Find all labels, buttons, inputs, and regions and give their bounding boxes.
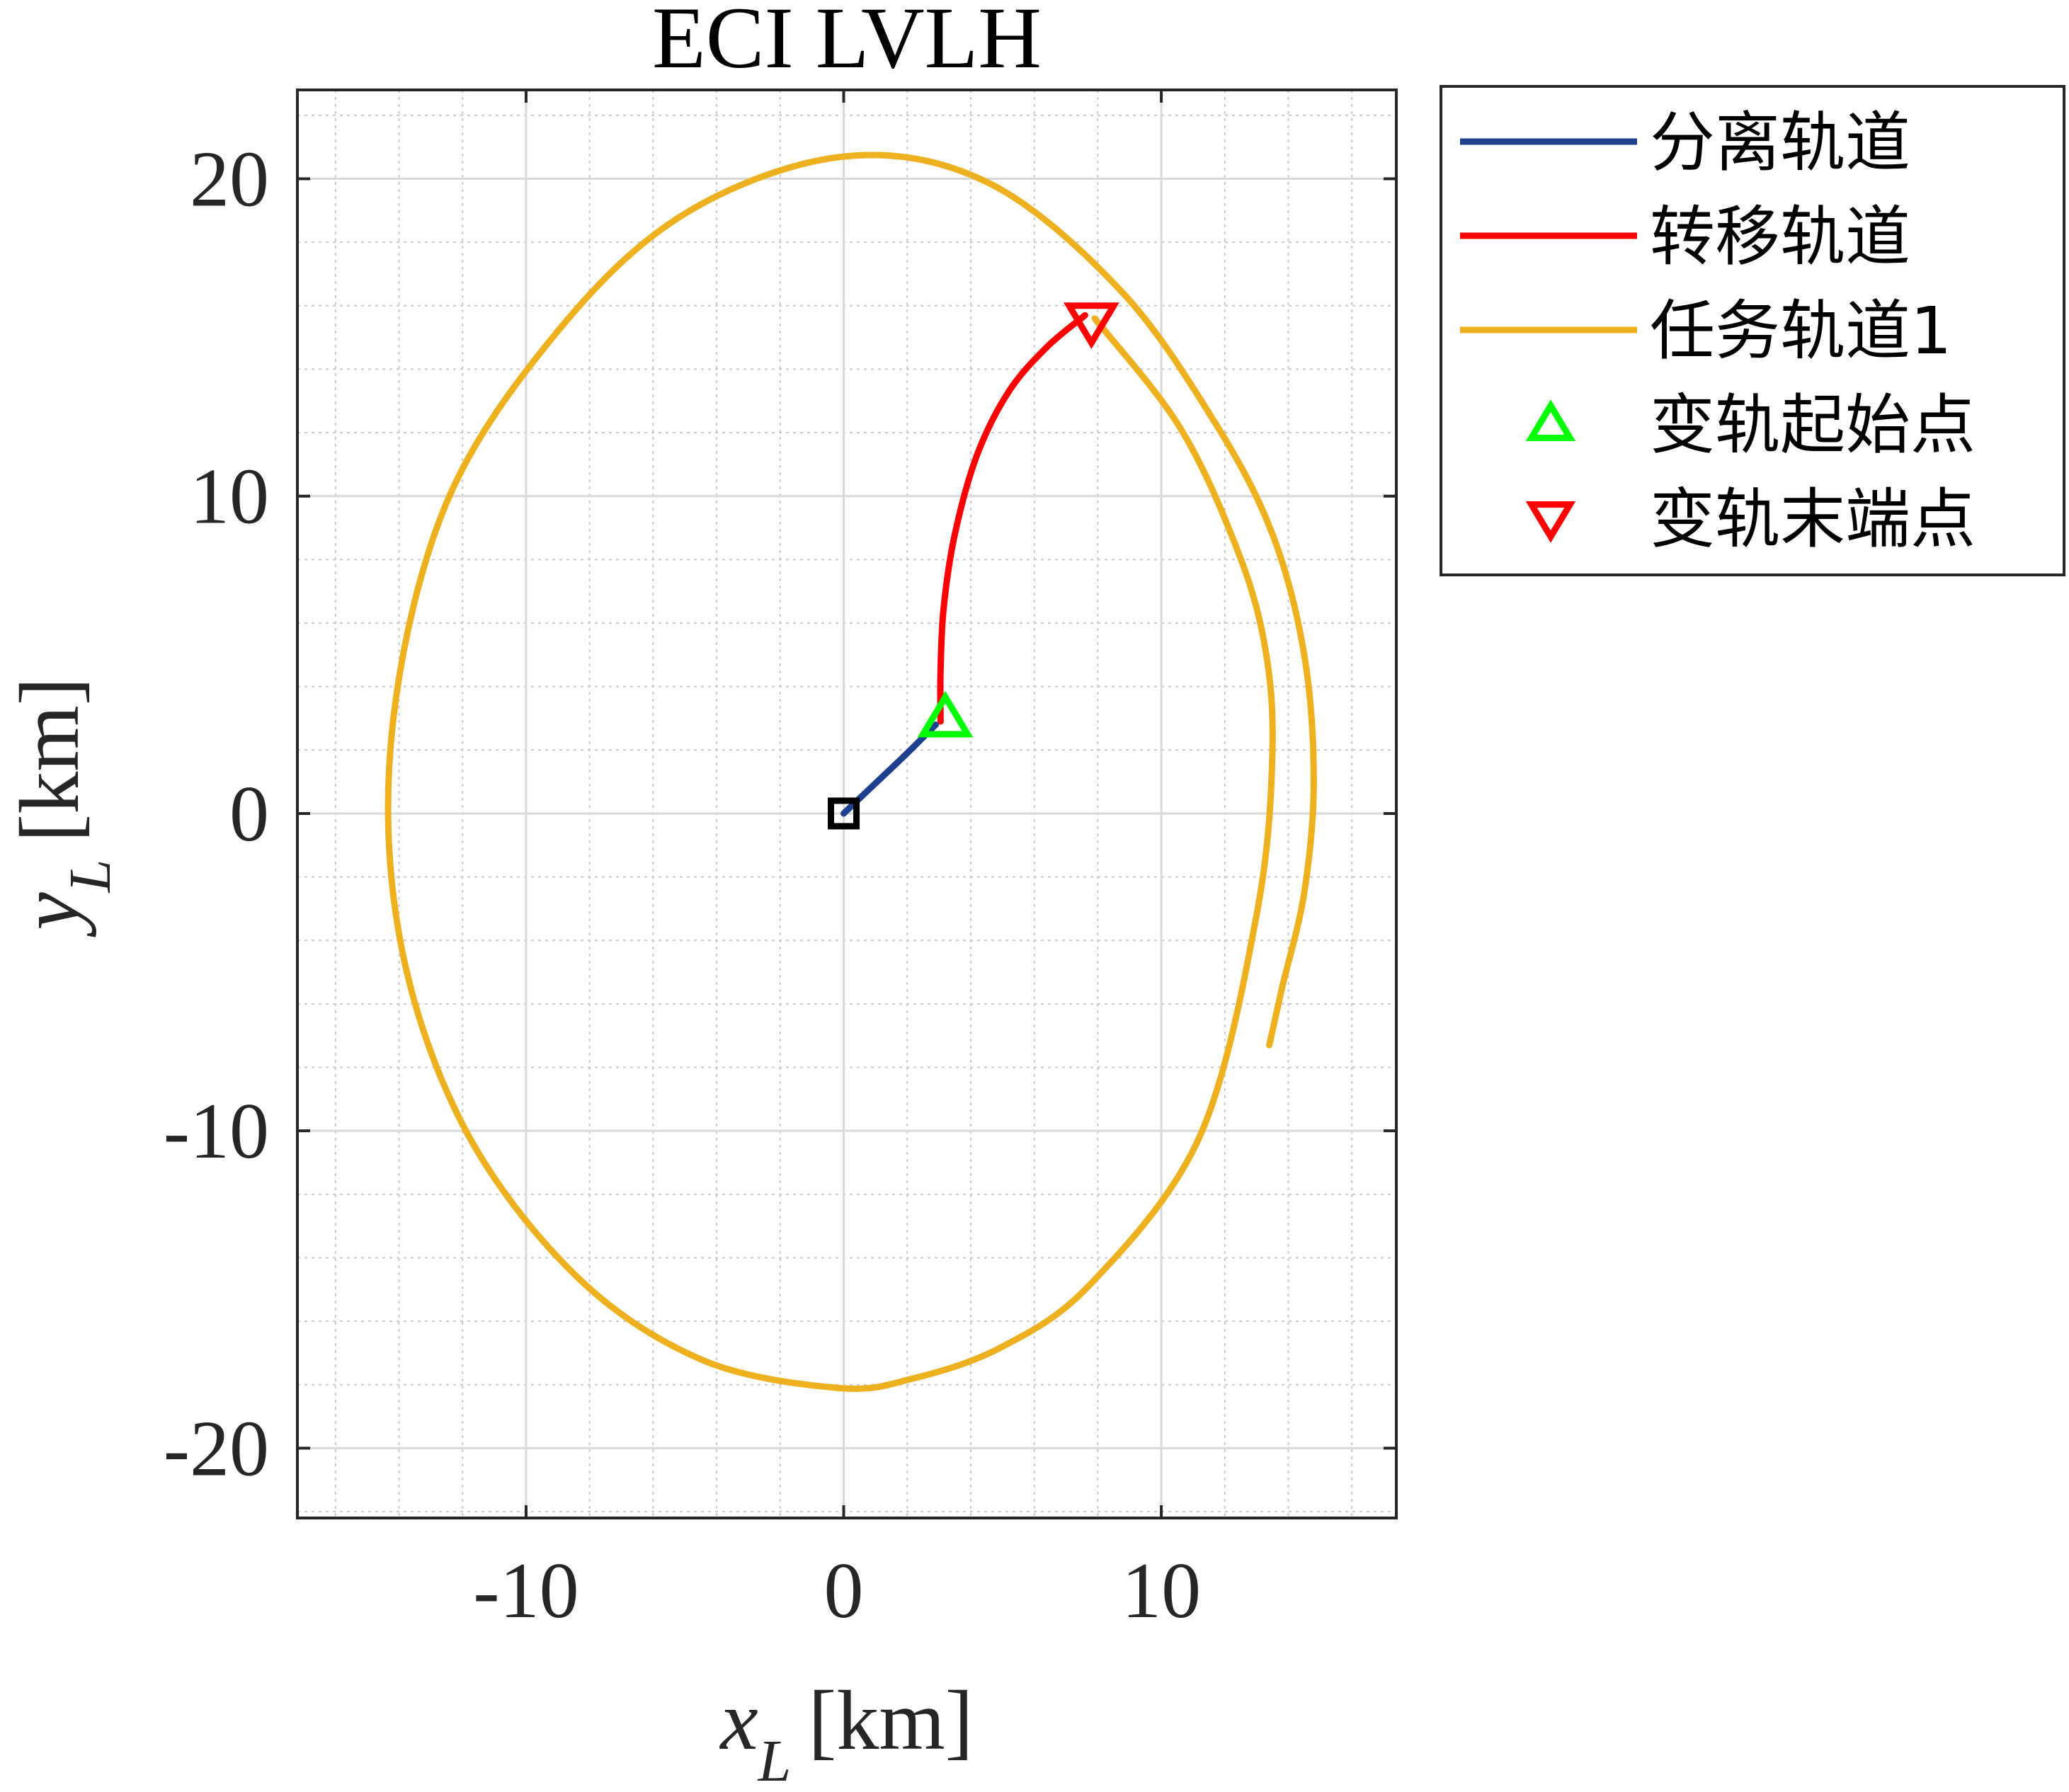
legend-label-4: 变轨末端点 <box>1650 481 1976 557</box>
legend-label-1: 转移轨道 <box>1650 199 1910 275</box>
y-tick-label: -20 <box>164 1405 269 1493</box>
legend-label-3: 变轨起始点 <box>1650 387 1976 463</box>
x-axis-var: x <box>719 1673 758 1767</box>
plot-area: -10 0 10 -20 -10 0 10 20 <box>164 89 1398 1635</box>
marker-triangle-up <box>917 690 974 738</box>
x-tick-label: 10 <box>1122 1547 1201 1635</box>
y-tick-label: -10 <box>164 1088 269 1175</box>
y-axis-var: y <box>2 892 96 938</box>
y-tick-label: 0 <box>229 770 269 858</box>
y-axis-label: yL [km] <box>2 677 123 937</box>
y-tick-label: 20 <box>190 136 269 224</box>
legend-label-2: 任务轨道1 <box>1650 293 1952 369</box>
chart-title: ECI LVLH <box>652 0 1042 86</box>
tick-marks <box>297 90 1396 1518</box>
x-tick-label: 0 <box>824 1547 864 1635</box>
y-tick-label: 10 <box>190 453 269 541</box>
x-tick-label: -10 <box>473 1547 578 1635</box>
axes-background <box>297 90 1396 1518</box>
legend-marker-3 <box>1525 399 1576 441</box>
series-line-2 <box>384 152 1317 1392</box>
x-axis-unit: [km] <box>808 1673 973 1767</box>
y-axis-unit: [km] <box>2 677 96 842</box>
legend-marker-4 <box>1525 501 1576 543</box>
axes-box <box>296 89 1398 1519</box>
legend-label-0: 分离轨道 <box>1650 105 1910 181</box>
series-line-1 <box>937 312 1088 725</box>
x-axis-label: xL [km] <box>719 1673 973 1792</box>
major-grid <box>297 90 1396 1518</box>
marker-square <box>828 797 860 830</box>
marker-layer <box>828 302 1119 830</box>
y-axis-sub: L <box>57 860 123 894</box>
tick-labels: -10 0 10 -20 -10 0 10 20 <box>164 136 1201 1635</box>
marker-triangle-down <box>1063 302 1119 349</box>
x-axis-sub: L <box>758 1728 792 1792</box>
minor-grid <box>297 90 1396 1518</box>
